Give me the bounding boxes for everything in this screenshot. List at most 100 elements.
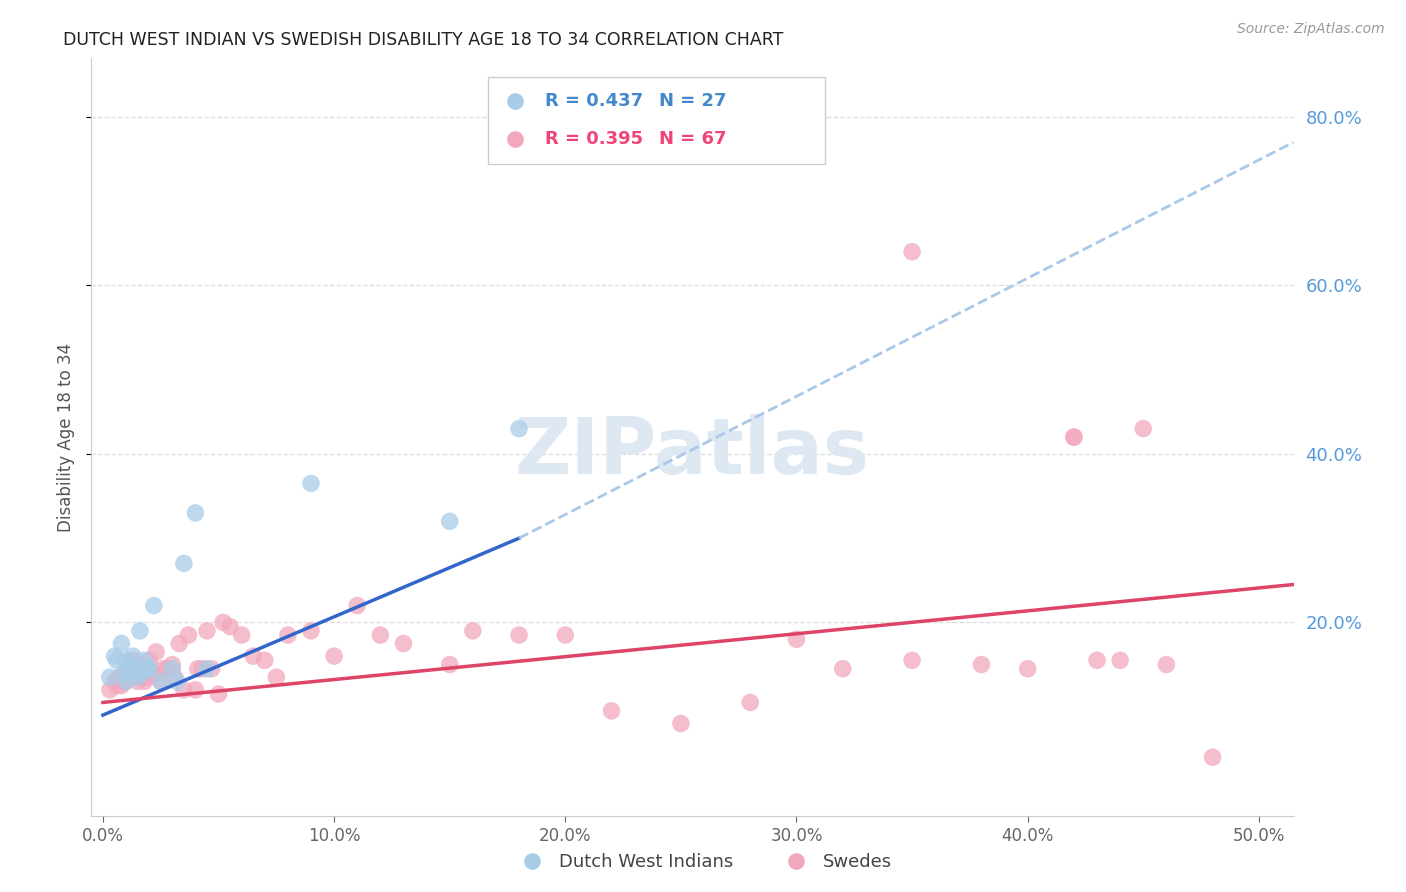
Point — [1109, 653, 1132, 667]
Point — [131, 665, 153, 680]
Point — [299, 476, 322, 491]
Point — [370, 628, 392, 642]
Point — [346, 599, 368, 613]
Point — [122, 653, 145, 667]
Point — [600, 704, 623, 718]
Text: R = 0.437: R = 0.437 — [544, 92, 643, 111]
Point — [207, 687, 229, 701]
Point — [138, 653, 160, 667]
Point — [145, 645, 167, 659]
Point — [277, 628, 299, 642]
Point — [191, 662, 214, 676]
Point — [141, 665, 163, 680]
Point — [112, 674, 135, 689]
Point — [142, 665, 165, 680]
Point — [131, 670, 153, 684]
FancyBboxPatch shape — [488, 77, 825, 164]
Point — [129, 624, 152, 638]
Point — [115, 665, 138, 680]
Point — [166, 674, 188, 689]
Point — [508, 628, 530, 642]
Point — [117, 665, 139, 680]
Point — [103, 649, 125, 664]
Point — [103, 674, 125, 689]
Point — [120, 657, 142, 672]
Point — [901, 653, 924, 667]
Point — [162, 657, 184, 672]
Point — [1085, 653, 1108, 667]
Point — [120, 665, 142, 680]
Point — [195, 662, 218, 676]
Point — [162, 662, 184, 676]
Point — [231, 628, 253, 642]
Point — [1063, 430, 1085, 444]
Point — [901, 244, 924, 259]
Point — [112, 665, 135, 680]
Point — [105, 653, 128, 667]
Point — [253, 653, 276, 667]
Point — [105, 679, 128, 693]
Point — [127, 674, 149, 689]
Point — [785, 632, 807, 647]
Point — [122, 649, 145, 664]
Point — [124, 662, 146, 676]
Text: R = 0.395: R = 0.395 — [544, 130, 643, 148]
Point — [1156, 657, 1178, 672]
Point — [108, 670, 131, 684]
Point — [439, 657, 461, 672]
Text: N = 27: N = 27 — [659, 92, 727, 111]
Text: N = 67: N = 67 — [659, 130, 727, 148]
Point — [184, 682, 207, 697]
Text: DUTCH WEST INDIAN VS SWEDISH DISABILITY AGE 18 TO 34 CORRELATION CHART: DUTCH WEST INDIAN VS SWEDISH DISABILITY … — [63, 31, 783, 49]
Point — [177, 628, 200, 642]
Point — [266, 670, 288, 684]
Point — [149, 674, 172, 689]
Point — [173, 557, 195, 571]
Point — [970, 657, 993, 672]
Point — [149, 674, 172, 689]
Point — [152, 662, 174, 676]
Point — [135, 670, 157, 684]
Text: ZIPatlas: ZIPatlas — [515, 414, 870, 491]
Point — [110, 636, 132, 650]
Point — [98, 670, 121, 684]
Point — [187, 662, 209, 676]
Point — [167, 636, 190, 650]
Point — [134, 653, 156, 667]
Point — [212, 615, 235, 630]
Point — [163, 670, 186, 684]
Point — [110, 679, 132, 693]
Point — [138, 662, 160, 676]
Point — [142, 599, 165, 613]
Y-axis label: Disability Age 18 to 34: Disability Age 18 to 34 — [58, 343, 76, 532]
Point — [117, 662, 139, 676]
Point — [508, 422, 530, 436]
Point — [1132, 422, 1154, 436]
Point — [127, 670, 149, 684]
Point — [124, 670, 146, 684]
Point — [134, 674, 156, 689]
Point — [129, 662, 152, 676]
Point — [392, 636, 415, 650]
Point — [156, 662, 179, 676]
Point — [135, 662, 157, 676]
Point — [299, 624, 322, 638]
Point — [1063, 430, 1085, 444]
Text: Source: ZipAtlas.com: Source: ZipAtlas.com — [1237, 22, 1385, 37]
Point — [1201, 750, 1223, 764]
Point — [173, 682, 195, 697]
Point — [115, 674, 138, 689]
Point — [554, 628, 576, 642]
Point — [98, 682, 121, 697]
Point — [115, 674, 138, 689]
Point — [1017, 662, 1039, 676]
Point — [740, 696, 762, 710]
Point — [242, 649, 264, 664]
Point — [323, 649, 346, 664]
Point — [831, 662, 853, 676]
Point — [219, 619, 242, 633]
Legend: Dutch West Indians, Swedes: Dutch West Indians, Swedes — [506, 847, 900, 879]
Point — [195, 624, 218, 638]
Point — [200, 662, 222, 676]
Point — [461, 624, 484, 638]
